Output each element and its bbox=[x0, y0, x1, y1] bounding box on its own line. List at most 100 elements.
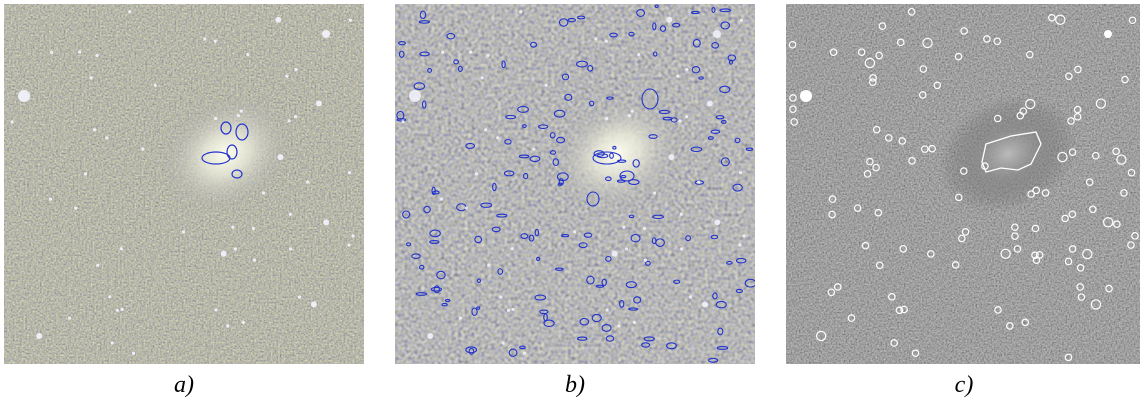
contour bbox=[423, 205, 431, 214]
star bbox=[622, 225, 626, 229]
star bbox=[1019, 107, 1028, 115]
star bbox=[827, 288, 836, 297]
stars bbox=[10, 10, 355, 355]
contour bbox=[745, 147, 754, 151]
star bbox=[899, 244, 908, 253]
contour bbox=[720, 157, 730, 167]
contour bbox=[549, 132, 556, 139]
contour bbox=[441, 302, 448, 307]
contour bbox=[601, 278, 607, 287]
contour bbox=[625, 281, 637, 289]
contour bbox=[666, 342, 677, 350]
star bbox=[920, 145, 929, 153]
contour bbox=[504, 138, 512, 145]
star bbox=[239, 109, 243, 113]
star bbox=[153, 83, 157, 87]
contour bbox=[658, 109, 670, 115]
star bbox=[1065, 72, 1073, 81]
stars bbox=[788, 7, 1139, 362]
star bbox=[323, 219, 330, 226]
contour bbox=[727, 54, 737, 62]
star bbox=[872, 125, 881, 134]
star bbox=[714, 219, 721, 226]
star bbox=[981, 162, 989, 170]
contour bbox=[558, 18, 569, 27]
star bbox=[604, 39, 608, 43]
contour bbox=[530, 41, 538, 48]
contour bbox=[471, 307, 478, 316]
contour bbox=[609, 32, 618, 38]
star bbox=[847, 314, 856, 322]
star bbox=[294, 67, 298, 72]
contour bbox=[606, 96, 614, 100]
contour bbox=[711, 7, 716, 13]
star bbox=[919, 65, 928, 73]
star bbox=[506, 308, 511, 312]
star bbox=[1041, 189, 1050, 197]
star bbox=[1076, 263, 1085, 272]
star bbox=[246, 53, 250, 57]
star bbox=[1104, 30, 1112, 38]
contour bbox=[641, 88, 659, 110]
star bbox=[78, 50, 82, 54]
contour bbox=[231, 169, 243, 179]
contour bbox=[578, 242, 588, 249]
star bbox=[241, 320, 245, 324]
star bbox=[800, 90, 812, 102]
contour bbox=[648, 134, 658, 139]
star bbox=[427, 332, 434, 339]
contour bbox=[672, 22, 681, 28]
contours bbox=[396, 4, 755, 363]
contour bbox=[692, 38, 701, 48]
contour bbox=[534, 294, 547, 301]
star bbox=[632, 320, 636, 324]
star bbox=[907, 7, 916, 16]
star bbox=[214, 116, 218, 121]
contour bbox=[652, 51, 658, 57]
contour bbox=[708, 357, 719, 363]
star bbox=[738, 171, 743, 175]
star bbox=[1073, 105, 1082, 114]
star bbox=[277, 154, 284, 161]
star bbox=[441, 50, 445, 54]
star bbox=[605, 116, 609, 121]
contour bbox=[436, 270, 446, 280]
star bbox=[347, 171, 352, 175]
star bbox=[863, 170, 872, 178]
contour bbox=[465, 142, 476, 149]
contour bbox=[474, 235, 483, 244]
image-panel bbox=[395, 4, 755, 364]
star bbox=[128, 10, 132, 14]
contour bbox=[476, 278, 482, 284]
star bbox=[89, 76, 93, 80]
star bbox=[1120, 189, 1128, 197]
contour bbox=[744, 278, 755, 288]
star bbox=[474, 172, 479, 176]
contour bbox=[444, 298, 451, 303]
star bbox=[1091, 151, 1100, 160]
contour bbox=[732, 183, 743, 192]
contour bbox=[595, 284, 605, 288]
star bbox=[108, 295, 112, 299]
star bbox=[315, 100, 322, 107]
star bbox=[951, 261, 960, 269]
star bbox=[954, 193, 963, 202]
star bbox=[1113, 220, 1121, 228]
star bbox=[790, 118, 798, 126]
star bbox=[742, 234, 746, 238]
contour bbox=[726, 260, 733, 265]
contour bbox=[636, 9, 646, 17]
contour bbox=[735, 288, 744, 294]
star bbox=[829, 48, 838, 57]
contour bbox=[719, 85, 731, 94]
contour bbox=[396, 110, 405, 120]
panel-label: a) bbox=[174, 372, 194, 398]
star bbox=[465, 206, 469, 210]
contour bbox=[398, 50, 405, 58]
contour bbox=[587, 65, 594, 72]
contour bbox=[628, 307, 639, 311]
star bbox=[287, 119, 291, 123]
contour bbox=[411, 253, 421, 259]
star bbox=[637, 53, 641, 57]
